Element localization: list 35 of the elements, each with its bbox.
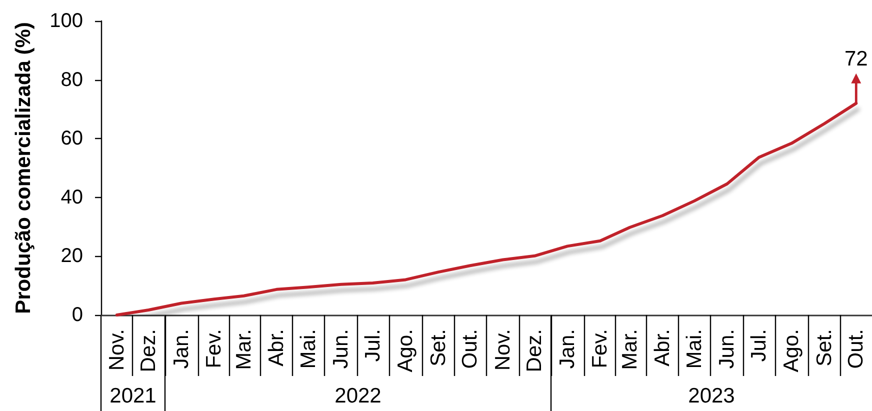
x-tick-label: Set. bbox=[812, 329, 836, 366]
x-tick-label: Fev. bbox=[588, 329, 612, 368]
x-tick-label: Jul. bbox=[361, 329, 384, 362]
x-tick-label: Nov. bbox=[491, 329, 514, 371]
x-tick-label: Jan. bbox=[170, 329, 193, 369]
x-tick-label: Out. bbox=[458, 329, 482, 369]
x-tick-label: Nov. bbox=[105, 329, 128, 371]
x-tick-label: Jul. bbox=[747, 329, 770, 362]
x-tick-label: Set. bbox=[426, 329, 450, 366]
x-tick-label: Out. bbox=[844, 329, 868, 369]
x-tick-label: Ago. bbox=[780, 329, 804, 372]
text: 2023 bbox=[688, 384, 735, 408]
x-tick-label: Mai. bbox=[682, 329, 706, 369]
text: 2021 bbox=[110, 384, 156, 408]
y-tick-label: 60 bbox=[60, 128, 83, 150]
x-tick-label: Jun. bbox=[330, 329, 353, 369]
x-tick-label: Jun. bbox=[716, 329, 739, 369]
x-tick-label: Fev. bbox=[202, 329, 226, 368]
y-tick-label: 0 bbox=[72, 304, 83, 326]
x-tick-label: Abr. bbox=[651, 329, 674, 366]
x-tick-label: Abr. bbox=[265, 329, 288, 366]
y-tick-label: 100 bbox=[50, 10, 83, 32]
y-axis-title: Produção comercializada (%) bbox=[12, 22, 35, 314]
text: 2022 bbox=[334, 384, 382, 408]
x-tick-label: Dez. bbox=[137, 329, 160, 372]
y-tick-label: 40 bbox=[60, 186, 83, 208]
y-tick-label: 20 bbox=[60, 245, 83, 268]
y-tick-label: 80 bbox=[60, 68, 83, 91]
x-tick-label: Mai. bbox=[296, 329, 320, 369]
x-tick-label: Mar. bbox=[618, 329, 642, 370]
x-tick-label: Dez. bbox=[523, 329, 546, 372]
x-tick-label: Mar. bbox=[232, 329, 256, 370]
x-tick-label: Jan. bbox=[556, 329, 579, 369]
data-label: 72 bbox=[844, 47, 868, 70]
x-tick-label: Ago. bbox=[394, 329, 418, 372]
